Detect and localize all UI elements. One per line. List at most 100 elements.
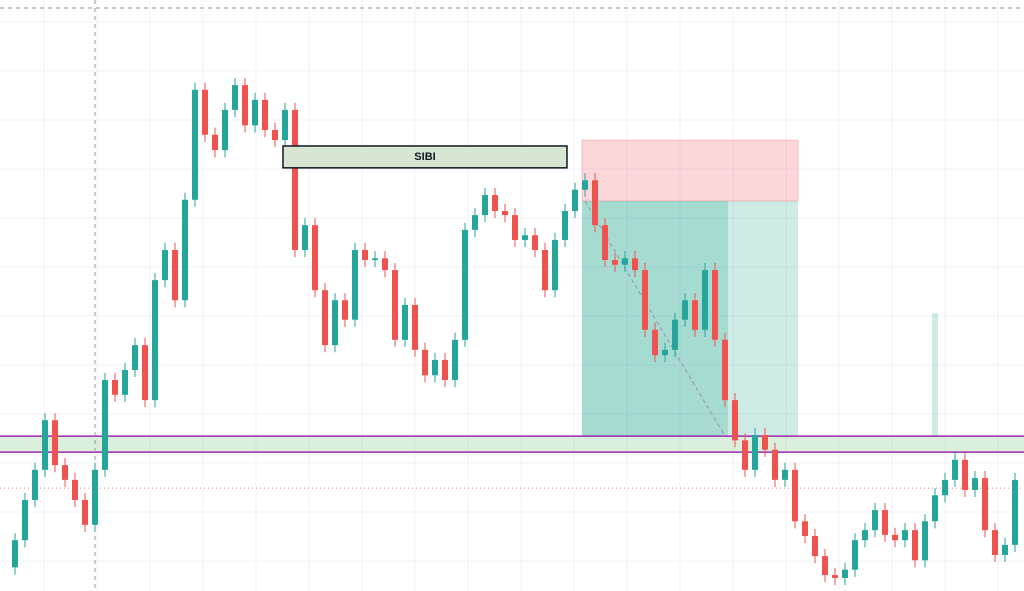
candle-body (462, 229, 468, 340)
candle-body (942, 479, 948, 496)
candle-body (32, 469, 38, 500)
candle-body (892, 534, 898, 541)
candle-body (982, 478, 988, 531)
marker-bar (932, 313, 938, 437)
candle-body (162, 249, 168, 281)
candle-body (852, 540, 858, 570)
candle-body (132, 345, 138, 370)
candle-body (432, 359, 438, 376)
candle-body (702, 270, 708, 330)
candle-body (592, 180, 598, 226)
candle-body (82, 499, 88, 525)
candle-body (862, 530, 868, 541)
candle-body (302, 225, 308, 250)
candle-body (632, 258, 638, 271)
candle-body (872, 510, 878, 531)
candle-body (112, 380, 118, 395)
candle-body (532, 235, 538, 250)
candle-body (52, 420, 58, 466)
candle-body (292, 109, 298, 250)
candle-body (1012, 479, 1018, 545)
candle-body (422, 349, 428, 376)
candle-body (192, 89, 198, 200)
candle-body (782, 469, 788, 480)
candle-body (22, 499, 28, 541)
candle-body (272, 130, 278, 141)
candle-body (562, 210, 568, 240)
candle-body (572, 189, 578, 211)
candle-body (612, 260, 618, 265)
candle-body (342, 300, 348, 320)
candle-body (962, 459, 968, 490)
candle-body (362, 249, 368, 261)
candle-body (812, 536, 818, 557)
candle-body (502, 210, 508, 216)
candle-body (762, 434, 768, 450)
candle-body (142, 345, 148, 401)
candle-body (972, 478, 978, 490)
candle-body (232, 85, 238, 110)
candle-body (382, 258, 388, 271)
candle-body (332, 300, 338, 346)
target-zone (582, 200, 798, 437)
sibi-label: SIBI (414, 151, 435, 163)
candle-body (582, 180, 588, 190)
candle-body (472, 215, 478, 230)
candle-body (512, 215, 518, 240)
candle-body (802, 521, 808, 537)
candle-body (392, 270, 398, 340)
candle-body (312, 225, 318, 291)
candle-body (62, 465, 68, 480)
candle-body (102, 380, 108, 470)
candle-body (792, 469, 798, 522)
candle-body (772, 449, 778, 480)
candle-body (1002, 544, 1008, 555)
candle-body (692, 300, 698, 330)
candle-body (822, 556, 828, 576)
candle-body (442, 359, 448, 381)
candle-body (542, 249, 548, 291)
candle-body (842, 569, 848, 578)
candle-body (122, 369, 128, 395)
candle-body (712, 270, 718, 340)
candle-body (352, 249, 358, 320)
candle-body (902, 530, 908, 541)
candle-body (482, 195, 488, 216)
candle-body (522, 235, 528, 240)
candle-body (832, 575, 838, 578)
candle-body (912, 530, 918, 561)
candle-body (202, 89, 208, 135)
candle-body (732, 400, 738, 441)
candle-body (152, 280, 158, 401)
candle-body (722, 339, 728, 401)
candle-body (172, 249, 178, 301)
candle-body (252, 99, 258, 126)
sibi-box (282, 145, 568, 169)
candle-body (672, 319, 678, 350)
candle-body (952, 459, 958, 480)
candle-body (452, 339, 458, 381)
candle-body (282, 109, 288, 141)
candle-body (552, 239, 558, 291)
candle-body (92, 469, 98, 525)
candle-body (932, 495, 938, 522)
candle-body (372, 258, 378, 261)
candle-body (402, 304, 408, 340)
zone-fill (0, 436, 1024, 453)
candle-body (262, 99, 268, 131)
candle-body (322, 290, 328, 346)
candle-body (212, 134, 218, 151)
stop-zone (581, 139, 799, 202)
candle-body (492, 195, 498, 211)
candle-body (742, 440, 748, 470)
candle-body (602, 225, 608, 261)
trade-path (584, 200, 726, 437)
candle-body (642, 270, 648, 330)
candle-body (622, 258, 628, 265)
candle-body (922, 521, 928, 561)
candle-body (12, 540, 18, 568)
candle-body (662, 349, 668, 356)
candle-body (72, 479, 78, 500)
